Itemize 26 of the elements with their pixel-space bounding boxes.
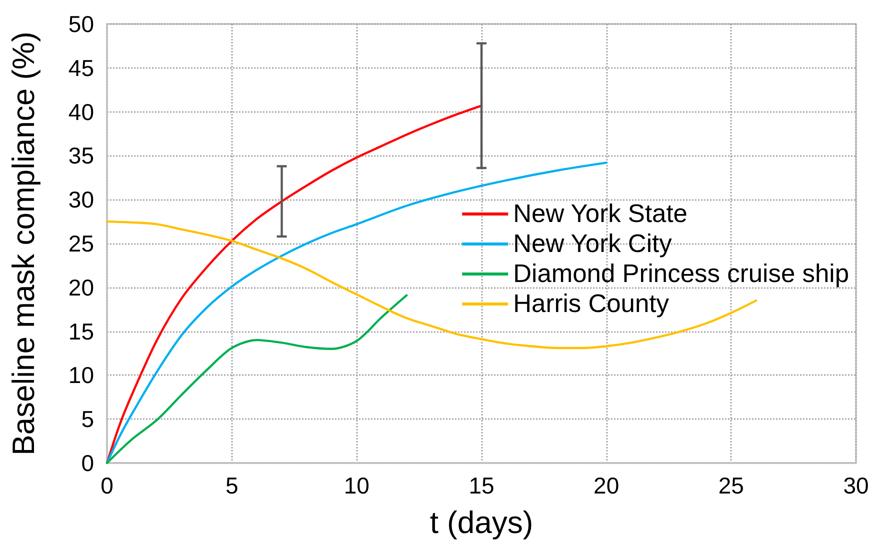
legend-label: Harris County — [513, 290, 670, 318]
y-tick-label: 45 — [68, 54, 94, 81]
legend-label: New York City — [513, 230, 672, 258]
x-tick-label: 30 — [843, 472, 869, 498]
x-tick-label: 25 — [718, 472, 744, 498]
x-axis-title: t (days) — [430, 505, 534, 540]
legend-label: New York State — [513, 200, 688, 228]
line-series — [106, 294, 408, 464]
y-axis-title: Baseline mask compliance (%) — [6, 32, 41, 456]
y-tick-label: 25 — [68, 230, 94, 256]
y-tick-label: 40 — [68, 98, 94, 125]
x-tick-label: 0 — [100, 472, 114, 498]
x-tick-label: 5 — [225, 472, 238, 498]
y-tick-label: 30 — [68, 186, 94, 213]
y-tick-label: 20 — [68, 274, 94, 300]
y-tick-label: 10 — [68, 362, 94, 388]
y-tick-label: 15 — [68, 318, 94, 344]
y-tick-label: 35 — [68, 142, 94, 169]
y-tick-label: 0 — [81, 450, 94, 476]
legend-label: Diamond Princess cruise ship — [513, 260, 850, 288]
x-tick-label: 20 — [594, 472, 620, 498]
x-tick-label: 10 — [344, 472, 370, 498]
y-tick-label: 5 — [81, 406, 94, 432]
line-series — [106, 104, 483, 464]
x-tick-label: 15 — [468, 472, 494, 498]
y-tick-label: 50 — [68, 11, 94, 37]
